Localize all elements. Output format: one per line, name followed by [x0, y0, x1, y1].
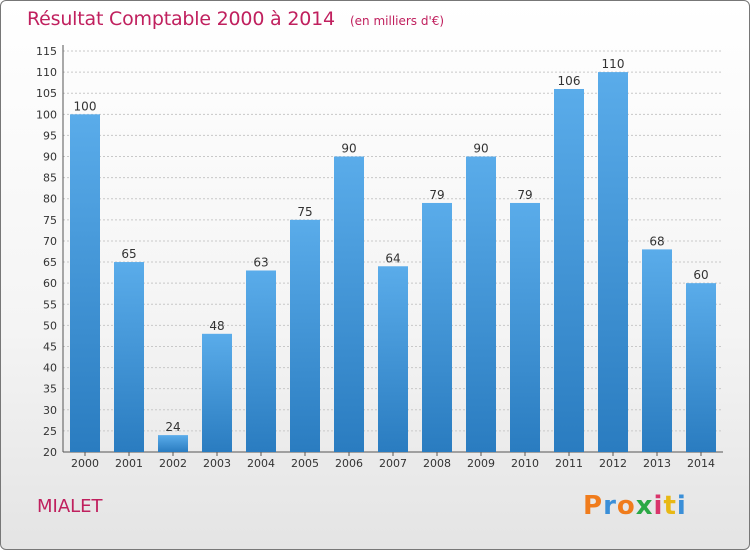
data-labels: 100 65 24 48 63 75 90 64 79 90 79 106 110 68 60: [74, 57, 709, 434]
data-label-2007: 64: [385, 251, 400, 265]
y-tick-label: 80: [43, 193, 57, 206]
bar-2004: [246, 270, 276, 452]
bar-2001: [114, 262, 144, 452]
data-label-2005: 75: [297, 205, 312, 219]
logo-letter: P: [583, 491, 604, 521]
y-tick-label: 25: [43, 425, 57, 438]
data-label-2004: 63: [253, 255, 268, 269]
logo-letter: o: [616, 491, 636, 521]
y-tick-label: 40: [43, 362, 57, 375]
x-tick-label: 2013: [643, 457, 671, 470]
x-tick-label: 2010: [511, 457, 539, 470]
y-tick-label: 90: [43, 151, 57, 164]
tick-labels: 20 25 30 35 40 45 50 55 60 65 70 75 80 85 90 95 100 105 11…: [36, 45, 715, 470]
x-tick-label: 2012: [599, 457, 627, 470]
y-tick-label: 115: [36, 45, 57, 58]
logo-letter: r: [603, 491, 617, 521]
data-label-2013: 68: [649, 234, 664, 248]
y-tick-label: 60: [43, 277, 57, 290]
x-tick-label: 2002: [159, 457, 187, 470]
data-label-2002: 24: [165, 420, 180, 434]
x-tick-label: 2009: [467, 457, 495, 470]
logo-letter: x: [635, 491, 654, 521]
x-tick-label: 2000: [71, 457, 99, 470]
x-tick-label: 2014: [687, 457, 715, 470]
bar-2006: [334, 156, 364, 453]
town-name: MIALET: [37, 496, 103, 517]
x-tick-label: 2003: [203, 457, 231, 470]
x-tick-label: 2006: [335, 457, 363, 470]
y-tick-label: 100: [36, 108, 57, 121]
data-label-2001: 65: [121, 247, 136, 261]
x-tick-label: 2001: [115, 457, 143, 470]
bar-2011: [554, 88, 584, 452]
y-tick-label: 70: [43, 235, 57, 248]
logo-letter: t: [663, 491, 677, 521]
bar-chart: 100 65 24 48 63 75 90 64 79 90 79 106 110 68 60 20 25 30…: [36, 45, 723, 470]
y-tick-label: 30: [43, 404, 57, 417]
logo-letter: i: [653, 491, 664, 521]
bar-2002: [158, 435, 188, 452]
bar-2003: [202, 333, 232, 452]
bar-2000: [70, 114, 100, 452]
y-tick-label: 85: [43, 172, 57, 185]
y-tick-label: 95: [43, 129, 57, 142]
title-row: Résultat Comptable 2000 à 2014 (en milli…: [27, 8, 444, 30]
y-tick-label: 110: [36, 66, 57, 79]
data-label-2010: 79: [517, 188, 532, 202]
bar-2008: [422, 202, 452, 452]
bar-2012: [598, 72, 628, 453]
grid-lines: [63, 50, 723, 453]
data-label-2008: 79: [429, 188, 444, 202]
y-tick-label: 35: [43, 383, 57, 396]
bars: [70, 72, 716, 453]
logo-letter: i: [676, 491, 687, 521]
x-tick-label: 2011: [555, 457, 583, 470]
data-label-2003: 48: [209, 319, 224, 333]
y-tick-label: 75: [43, 214, 57, 227]
data-label-2011: 106: [558, 74, 581, 88]
proxiti-logo: Proxiti: [583, 491, 687, 521]
y-tick-label: 65: [43, 256, 57, 269]
bar-2005: [290, 219, 320, 452]
bar-2010: [510, 202, 540, 452]
x-tick-label: 2005: [291, 457, 319, 470]
y-tick-label: 55: [43, 298, 57, 311]
data-label-2014: 60: [693, 268, 708, 282]
bar-2009: [466, 156, 496, 453]
y-tick-label: 20: [43, 446, 57, 459]
y-tick-label: 50: [43, 319, 57, 332]
x-tick-label: 2004: [247, 457, 275, 470]
y-tick-label: 105: [36, 87, 57, 100]
bar-2007: [378, 266, 408, 452]
chart-title: Résultat Comptable 2000 à 2014: [27, 8, 335, 30]
data-label-2012: 110: [602, 57, 625, 71]
data-label-2009: 90: [473, 142, 488, 156]
bar-2014: [686, 283, 716, 452]
data-label-2000: 100: [74, 99, 97, 113]
x-tick-label: 2008: [423, 457, 451, 470]
bar-2013: [642, 249, 672, 452]
data-label-2006: 90: [341, 142, 356, 156]
x-tick-label: 2007: [379, 457, 407, 470]
chart-subtitle: (en milliers d'€): [349, 14, 445, 28]
y-tick-label: 45: [43, 340, 57, 353]
